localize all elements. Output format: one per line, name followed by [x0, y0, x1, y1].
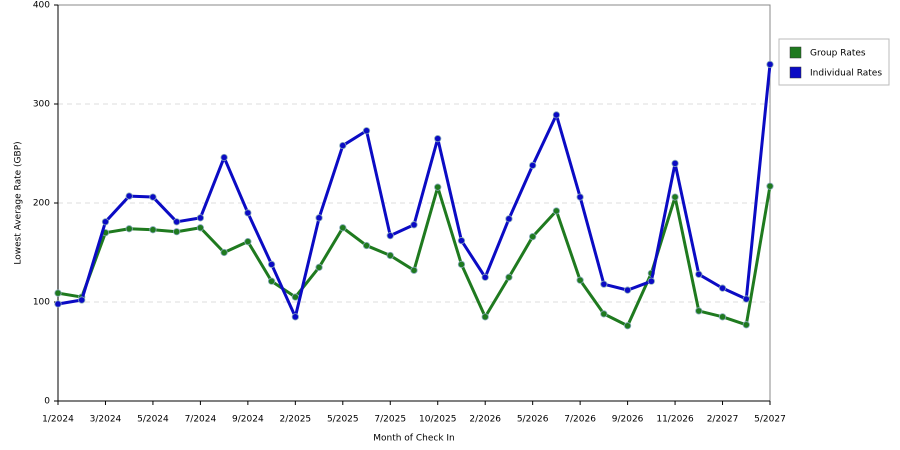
x-tick-label: 2/2027: [707, 415, 739, 425]
x-tick-label: 3/2024: [90, 415, 122, 425]
legend-label: Group Rates: [810, 49, 866, 59]
data-point: [766, 60, 774, 69]
data-point: [78, 296, 86, 304]
data-point: [576, 276, 584, 284]
data-point: [386, 251, 394, 260]
data-point: [125, 192, 133, 200]
data-point: [173, 228, 181, 236]
x-tick-label: 9/2024: [232, 415, 264, 425]
data-point: [410, 266, 418, 274]
data-point: [267, 277, 276, 285]
data-point: [267, 260, 276, 268]
y-tick-label: 100: [33, 298, 50, 308]
data-point: [505, 215, 513, 223]
y-tick-label: 300: [33, 100, 50, 110]
data-point: [410, 221, 418, 229]
data-point: [576, 193, 584, 201]
data-point: [362, 127, 371, 135]
x-tick-label: 5/2025: [327, 415, 359, 425]
data-point: [671, 193, 679, 201]
legend-swatch: [789, 66, 802, 79]
data-point: [742, 295, 750, 303]
data-point: [481, 313, 489, 321]
data-point: [196, 214, 204, 222]
data-point: [457, 260, 466, 268]
data-point: [695, 270, 703, 278]
x-tick-label: 1/2024: [42, 415, 74, 425]
data-point: [196, 224, 204, 232]
data-point: [600, 280, 608, 288]
data-point: [339, 141, 347, 150]
data-point: [54, 289, 62, 297]
data-point: [101, 218, 110, 226]
x-tick-label: 5/2026: [517, 415, 549, 425]
data-point: [220, 248, 228, 257]
data-point: [434, 135, 442, 143]
data-point: [695, 307, 703, 315]
data-point: [291, 313, 299, 321]
data-point: [315, 214, 323, 222]
data-point: [623, 322, 632, 330]
data-point: [766, 182, 774, 190]
data-point: [362, 241, 371, 250]
x-tick-label: 9/2026: [612, 415, 644, 425]
y-tick-label: 0: [44, 397, 50, 407]
data-point: [244, 238, 252, 246]
data-point: [291, 293, 299, 301]
x-tick-label: 11/2026: [656, 415, 694, 425]
data-point: [434, 183, 442, 191]
x-tick-label: 7/2026: [564, 415, 596, 425]
x-tick-label: 2/2025: [279, 415, 311, 425]
data-point: [718, 284, 727, 292]
data-point: [718, 313, 727, 321]
legend-swatch: [789, 46, 802, 59]
data-point: [529, 233, 537, 241]
data-point: [647, 277, 655, 285]
data-point: [149, 226, 157, 234]
data-point: [623, 286, 632, 294]
data-point: [125, 225, 133, 233]
data-point: [315, 263, 323, 271]
data-point: [552, 207, 561, 215]
x-tick-label: 5/2027: [754, 415, 786, 425]
y-tick-label: 200: [33, 199, 50, 209]
x-tick-label: 10/2025: [419, 415, 456, 425]
data-point: [220, 153, 228, 162]
legend-label: Individual Rates: [810, 69, 882, 79]
x-tick-label: 7/2024: [185, 415, 217, 425]
data-point: [386, 232, 394, 240]
data-point: [552, 111, 561, 119]
x-axis-label: Month of Check In: [373, 434, 455, 444]
data-point: [742, 321, 750, 329]
data-point: [671, 159, 679, 167]
data-point: [481, 273, 489, 281]
data-point: [529, 161, 537, 169]
data-point: [600, 310, 608, 318]
data-point: [339, 224, 347, 232]
x-tick-label: 2/2026: [469, 415, 501, 425]
data-point: [149, 193, 157, 201]
data-point: [173, 218, 181, 226]
data-point: [244, 209, 252, 217]
y-axis-label: Lowest Average Rate (GBP): [14, 141, 24, 264]
y-tick-label: 400: [33, 1, 50, 11]
data-point: [505, 273, 513, 281]
x-tick-label: 5/2024: [137, 415, 169, 425]
x-tick-label: 7/2025: [374, 415, 406, 425]
data-point: [457, 237, 466, 245]
data-point: [54, 300, 62, 308]
